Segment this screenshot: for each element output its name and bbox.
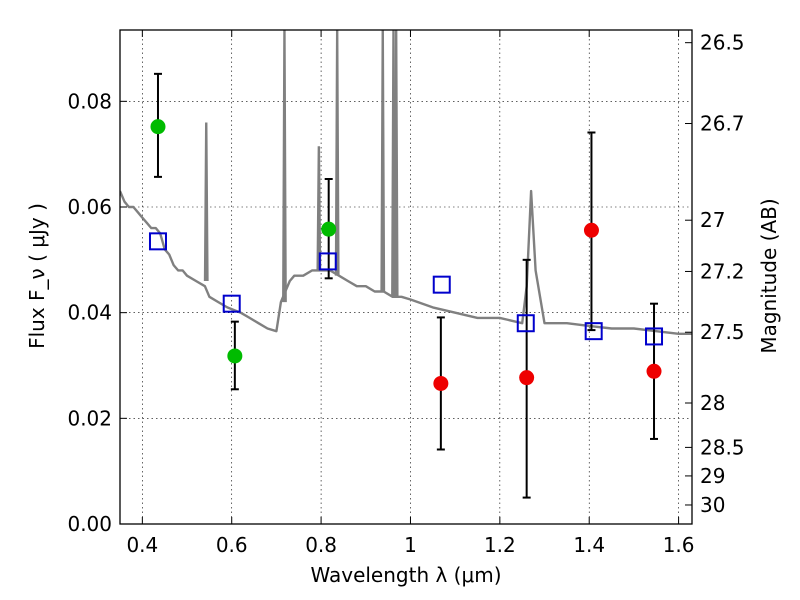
right-tick-label: 27.2 <box>700 259 745 283</box>
x-tick-label: 0.6 <box>216 533 248 557</box>
y-axis-label: Flux F_ν ( μJy ) <box>25 203 49 349</box>
right-tick-label: 27 <box>700 208 725 232</box>
spectrum-emission-line <box>393 30 399 297</box>
model-square <box>584 322 603 341</box>
photometry-point <box>227 348 243 364</box>
y-tick-label: 0.02 <box>67 406 112 430</box>
spectrum-emission-line <box>203 122 209 281</box>
y-axis-right-label: Magnitude (AB) <box>757 198 781 353</box>
y-tick-label: 0.06 <box>67 195 112 219</box>
photometry-point <box>583 222 599 238</box>
x-tick-label: 1.6 <box>663 533 695 557</box>
right-tick-label: 28 <box>700 391 725 415</box>
y-tick-label: 0.00 <box>67 512 112 536</box>
right-tick-label: 28.5 <box>700 435 745 459</box>
x-tick-label: 1.2 <box>484 533 516 557</box>
right-tick-label: 26.5 <box>700 31 745 55</box>
spectrum-emission-line <box>380 30 386 292</box>
model-square <box>645 327 664 346</box>
spectrum-emission-line <box>282 30 287 303</box>
model-square <box>318 252 337 271</box>
model-square <box>432 275 451 294</box>
y-tick-label: 0.08 <box>67 89 112 113</box>
right-tick-label: 26.7 <box>700 112 745 136</box>
data-markers <box>148 119 664 391</box>
spectrum-emission-line <box>316 146 322 271</box>
photometry-point <box>519 370 535 386</box>
x-tick-label: 0.4 <box>126 533 158 557</box>
photometry-point <box>646 363 662 379</box>
x-tick-label: 0.8 <box>305 533 337 557</box>
spectrum-emission-line <box>334 30 340 276</box>
error-bars <box>153 72 659 499</box>
spectrum-series <box>120 30 692 335</box>
x-axis-label: Wavelength λ (μm) <box>310 563 501 587</box>
photometry-point <box>321 221 337 237</box>
model-square <box>222 294 241 313</box>
right-tick-label: 30 <box>700 493 725 517</box>
x-axis: 0.4 0.6 0.8 1 1.2 1.4 1.6 <box>126 30 695 557</box>
y-tick-label: 0.04 <box>67 301 112 325</box>
photometry-point <box>150 119 166 135</box>
y-axis-right: 26.5 26.7 27 27.2 27.5 28 28.5 29 30 <box>685 31 745 517</box>
x-tick-label: 1 <box>404 533 417 557</box>
x-tick-label: 1.4 <box>573 533 605 557</box>
model-square <box>148 232 167 251</box>
plot-frame <box>119 29 693 525</box>
photometry-point <box>433 375 449 391</box>
model-square <box>516 314 535 333</box>
plot-area <box>120 30 692 499</box>
right-tick-label: 29 <box>700 464 725 488</box>
right-tick-label: 27.5 <box>700 320 745 344</box>
y-axis-left: 0.00 0.02 0.04 0.06 0.08 <box>67 89 127 536</box>
